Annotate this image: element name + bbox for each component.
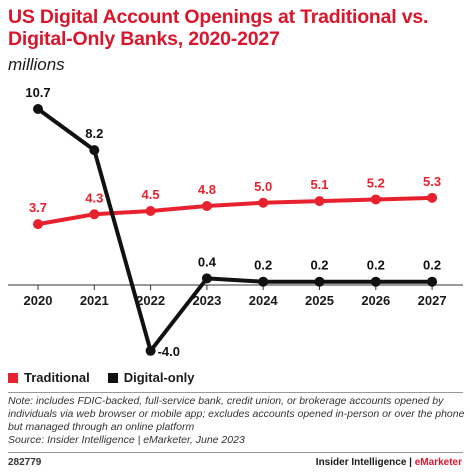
point-traditional-2022: [145, 205, 156, 216]
data-label-traditional-2021: 4.3: [85, 190, 103, 205]
data-label-traditional-2022: 4.5: [142, 187, 160, 202]
data-label-digital-only-2025: 0.2: [310, 258, 328, 273]
point-digital-only-2022: [145, 345, 156, 356]
brand-accent: eMarketer: [414, 457, 462, 468]
point-digital-only-2021: [89, 145, 100, 156]
point-traditional-2020: [33, 219, 43, 230]
point-traditional-2021: [89, 209, 100, 220]
footer-divider: [8, 452, 463, 453]
point-traditional-2023: [201, 201, 212, 212]
x-tick-label-2025: 2025: [305, 293, 334, 308]
series-line-traditional: [36, 195, 435, 227]
point-digital-only-2027: [427, 276, 438, 287]
data-label-traditional-2025: 5.1: [310, 177, 328, 192]
x-tick-label-2027: 2027: [418, 293, 447, 308]
series-line-digital-only: [36, 107, 435, 353]
legend-item-traditional: Traditional: [8, 370, 90, 385]
legend-item-digital-only: Digital-only: [107, 370, 195, 385]
data-label-digital-only-2021: 8.2: [85, 126, 103, 141]
note-text: Note: includes FDIC-backed, full-service…: [8, 395, 465, 433]
point-traditional-2026: [370, 194, 381, 205]
line-chart: 2020 2021 2022 2023 2024 2025 2026 2027 3.7 4.3 4.…: [8, 85, 463, 359]
data-label-traditional-2024: 5.0: [254, 179, 272, 194]
x-tick-label-2020: 2020: [24, 293, 53, 308]
data-label-digital-only-2026: 0.2: [367, 258, 385, 273]
note-divider: [8, 392, 463, 393]
data-label-digital-only-2023: 0.4: [198, 254, 217, 269]
x-tick-label-2023: 2023: [192, 293, 221, 308]
point-digital-only-2026: [370, 276, 381, 287]
data-label-digital-only-2027: 0.2: [423, 258, 441, 273]
data-label-digital-only-2020: 10.7: [25, 85, 50, 100]
chart-title: US Digital Account Openings at Tradition…: [8, 6, 429, 50]
point-digital-only-2020: [33, 104, 43, 114]
brand-footer: Insider Intelligence | eMarketer: [316, 457, 462, 468]
point-traditional-2025: [314, 196, 325, 207]
data-label-digital-only-2022: -4.0: [158, 344, 180, 359]
x-tick-label-2024: 2024: [249, 293, 279, 308]
point-digital-only-2024: [258, 276, 269, 287]
legend-label-digital-only: Digital-only: [123, 370, 195, 385]
chart-subtitle: millions: [8, 55, 65, 74]
chart-note: Note: includes FDIC-backed, full-service…: [8, 395, 466, 447]
point-digital-only-2023: [201, 273, 212, 284]
point-traditional-2024: [258, 197, 269, 208]
legend-label-traditional: Traditional: [24, 370, 90, 385]
point-digital-only-2025: [314, 276, 325, 287]
brand-main: Insider Intelligence |: [315, 457, 415, 468]
data-label-traditional-2023: 4.8: [198, 182, 216, 197]
data-label-traditional-2026: 5.2: [367, 175, 385, 190]
data-label-traditional-2020: 3.7: [29, 200, 47, 215]
data-label-digital-only-2024: 0.2: [254, 258, 272, 273]
source-text: Source: Insider Intelligence | eMarketer…: [8, 434, 245, 446]
chart-id: 282779: [8, 457, 42, 468]
legend-swatch-digital-only: [107, 372, 118, 383]
legend: Traditional Digital-only: [8, 370, 213, 385]
data-label-traditional-2027: 5.3: [423, 174, 441, 189]
legend-swatch-traditional: [8, 372, 18, 383]
point-traditional-2027: [427, 192, 438, 203]
x-tick-label-2026: 2026: [361, 293, 390, 308]
x-tick-label-2022: 2022: [136, 293, 165, 308]
x-tick-label-2021: 2021: [80, 293, 109, 308]
